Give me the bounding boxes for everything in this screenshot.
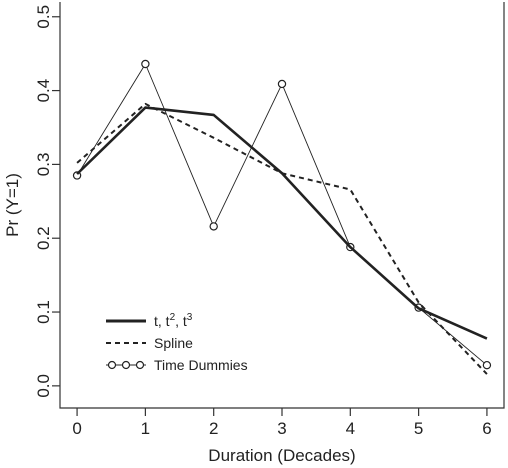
x-tick-label-0: 0 bbox=[72, 419, 81, 438]
series-2-point-3 bbox=[277, 79, 287, 89]
y-axis-label: Pr (Y=1) bbox=[3, 173, 22, 237]
series-layer bbox=[72, 59, 492, 375]
y-axis-ticks: 0.0 0.1 0.2 0.3 0.4 0.5 bbox=[34, 5, 60, 398]
series-line-1 bbox=[76, 102, 488, 375]
y-tick-label-5: 0.5 bbox=[34, 5, 53, 29]
x-axis-ticks: 0 1 2 3 4 5 6 bbox=[72, 408, 492, 438]
legend-marker-dummies-3 bbox=[135, 360, 145, 370]
legend-marker-dummies-1 bbox=[107, 360, 117, 370]
series-2-point-2 bbox=[209, 222, 218, 231]
series-2-point-6 bbox=[482, 360, 492, 370]
legend: t, t2, t3 Spline Time Dummies bbox=[106, 312, 248, 373]
legend-label-poly: t, t2, t3 bbox=[154, 312, 193, 329]
y-tick-label-4: 0.4 bbox=[34, 79, 53, 103]
legend-label-dummies: Time Dummies bbox=[154, 357, 248, 373]
x-tick-label-6: 6 bbox=[482, 419, 491, 438]
legend-label-spline: Spline bbox=[154, 335, 193, 351]
series-2-point-1 bbox=[141, 59, 150, 69]
x-tick-label-2: 2 bbox=[209, 419, 218, 438]
x-tick-label-4: 4 bbox=[346, 419, 355, 438]
y-tick-label-2: 0.2 bbox=[34, 226, 53, 250]
y-tick-label-3: 0.3 bbox=[34, 153, 53, 177]
x-axis-label: Duration (Decades) bbox=[208, 446, 355, 465]
y-tick-label-0: 0.0 bbox=[34, 374, 53, 398]
plot-frame bbox=[59, 2, 505, 409]
x-tick-label-1: 1 bbox=[141, 419, 150, 438]
x-tick-label-3: 3 bbox=[277, 419, 286, 438]
series-line-0 bbox=[76, 106, 488, 340]
y-tick-label-1: 0.1 bbox=[34, 300, 53, 324]
legend-marker-dummies-2 bbox=[121, 360, 131, 370]
x-tick-label-5: 5 bbox=[414, 419, 423, 438]
